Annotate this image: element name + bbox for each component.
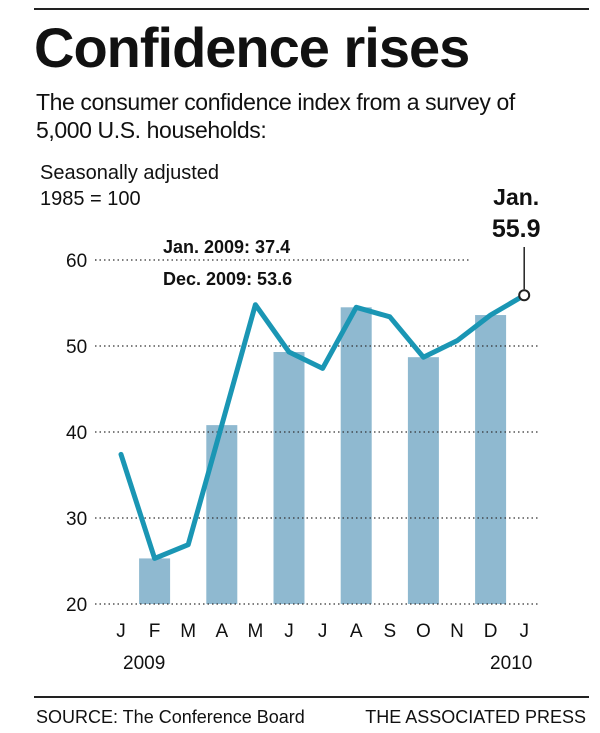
top-rule	[34, 8, 589, 10]
year-label: 2010	[490, 653, 532, 674]
shaded-bar	[407, 357, 439, 604]
gridlines	[95, 258, 540, 605]
credit-note: THE ASSOCIATED PRESS	[365, 707, 586, 727]
annotation-latest-label: Jan.	[493, 184, 539, 210]
x-tick-label: S	[383, 621, 396, 642]
y-tick-label: 20	[66, 595, 87, 616]
x-tick-label: M	[180, 621, 196, 642]
shaded-bar	[475, 315, 507, 604]
series-line	[118, 289, 531, 561]
x-tick-label: M	[247, 621, 263, 642]
y-tick-label: 30	[66, 509, 87, 530]
x-tick-label: D	[484, 621, 498, 642]
y-tick-label: 40	[66, 423, 87, 444]
y-tick-label: 50	[66, 337, 87, 358]
y-axis-ticks: 20 30 40 50 60	[66, 251, 87, 616]
annotation-latest-value: 55.9	[492, 215, 541, 243]
annotation-dec-2009: Dec. 2009: 53.6	[163, 269, 292, 289]
x-tick-label: N	[450, 621, 464, 642]
confidence-line	[118, 292, 527, 561]
annotations: Jan. 2009: 37.4 Dec. 2009: 53.6 Jan. 55.9	[163, 184, 541, 290]
x-tick-label: A	[215, 621, 228, 642]
y-tick-label: 60	[66, 251, 87, 272]
shaded-bar	[273, 352, 305, 604]
unit-note-base: 1985 = 100	[40, 188, 141, 210]
shaded-bar	[340, 307, 372, 604]
x-tick-label: J	[318, 621, 328, 642]
bottom-rule	[34, 696, 589, 698]
end-point-marker	[518, 289, 531, 302]
shaded-bar	[139, 558, 171, 604]
unit-note-adjusted: Seasonally adjusted	[40, 162, 220, 184]
chart-subtitle: The consumer confidence index from a sur…	[36, 89, 515, 143]
shaded-bars	[139, 307, 507, 604]
chart-title: Confidence rises	[34, 16, 470, 79]
source-note: SOURCE: The Conference Board	[36, 707, 305, 727]
x-tick-label: A	[350, 621, 363, 642]
x-tick-label: F	[149, 621, 161, 642]
x-tick-label: J	[116, 621, 126, 642]
annotation-jan-2009: Jan. 2009: 37.4	[163, 237, 290, 257]
year-label: 2009	[123, 653, 165, 674]
x-tick-label: O	[416, 621, 431, 642]
x-tick-label: J	[284, 621, 294, 642]
x-tick-label: J	[519, 621, 529, 642]
shaded-bar	[206, 425, 238, 604]
